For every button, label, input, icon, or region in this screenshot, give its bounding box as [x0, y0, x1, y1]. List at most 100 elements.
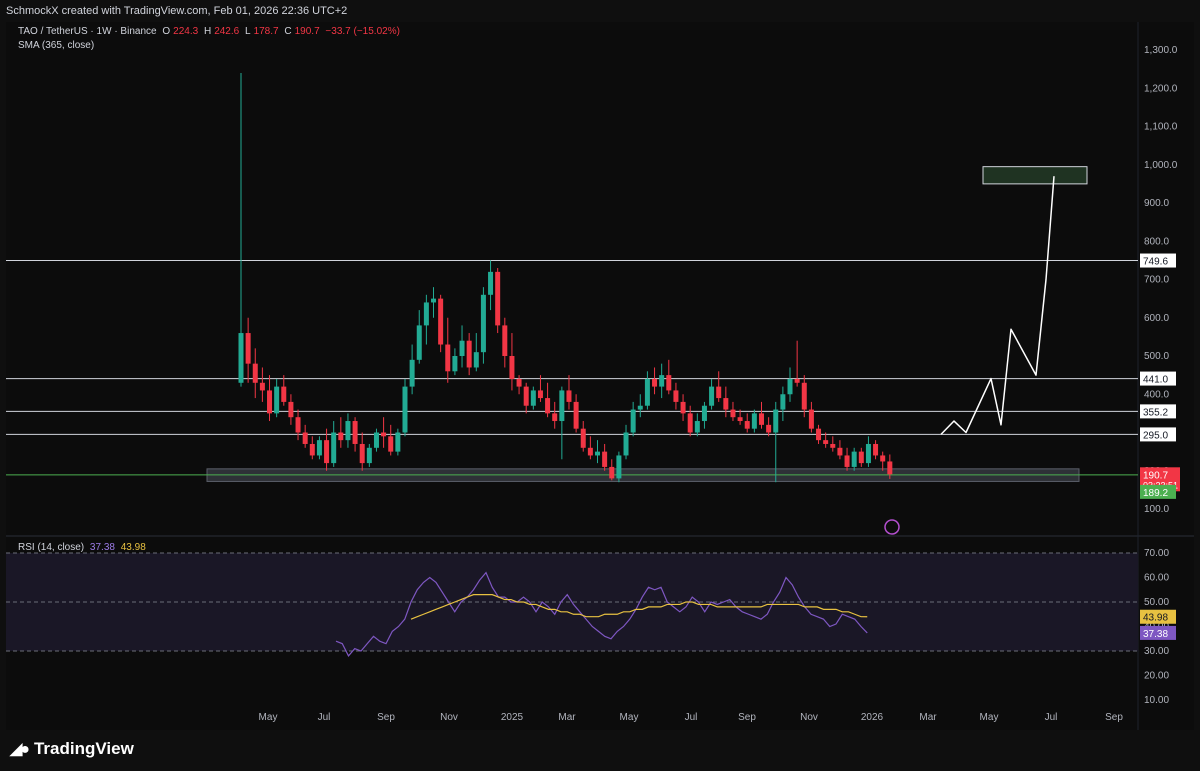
candle-body — [480, 294, 486, 353]
candle-body — [873, 443, 879, 456]
open-value: 224.3 — [173, 26, 199, 37]
candle-body — [794, 378, 800, 383]
rsi-legend: RSI (14, close) 37.38 43.98 — [18, 542, 149, 553]
candle-body — [423, 302, 429, 326]
candle-body — [431, 298, 437, 303]
symbol-name: TAO / TetherUS · 1W · Binance — [18, 26, 157, 37]
rsi-line — [335, 571, 868, 657]
candle-body — [545, 398, 551, 414]
candle-body — [366, 447, 372, 464]
candle-body — [267, 390, 273, 414]
candle-body — [844, 455, 850, 467]
price-axis-tick: 1,200.0 — [1144, 83, 1178, 94]
level-label-box — [1140, 253, 1176, 268]
candle-body — [316, 440, 322, 456]
candle-body — [687, 413, 693, 433]
lightning-icon — [884, 519, 900, 535]
time-axis-tick: Jul — [1045, 712, 1058, 723]
candle-body — [880, 455, 886, 462]
price-axis-tick: 1,300.0 — [1144, 45, 1178, 56]
price-axis-tick: 500.0 — [1144, 351, 1169, 362]
low-label: L — [245, 26, 251, 37]
candle-body — [816, 428, 822, 441]
candle-body — [709, 386, 715, 406]
tradingview-logo[interactable]: ◢● TradingView — [10, 739, 134, 759]
time-axis-tick: Sep — [1105, 712, 1123, 723]
level-label-box — [1140, 404, 1176, 419]
candle-body — [666, 375, 672, 391]
candle-body — [616, 455, 622, 479]
time-axis-tick: 2026 — [861, 712, 884, 723]
candle-body — [595, 451, 600, 456]
candle-body — [452, 356, 458, 372]
candle-body — [274, 386, 280, 414]
candle-body — [830, 443, 836, 448]
candle-body — [801, 382, 807, 410]
attribution-text: SchmockX created with TradingView.com, F… — [6, 5, 348, 17]
price-axis-tick: 900.0 — [1144, 198, 1169, 209]
candle-body — [559, 390, 565, 422]
price-axis-tick: 100.0 — [1144, 504, 1169, 515]
candle-body — [438, 298, 444, 345]
candle-body — [630, 409, 636, 433]
candle-body — [259, 382, 265, 391]
candle-body — [324, 440, 330, 464]
candle-body — [580, 428, 586, 448]
candle-body — [495, 271, 501, 326]
candle-body — [851, 451, 857, 467]
open-label: O — [162, 26, 171, 37]
candle-body — [858, 451, 864, 464]
rsi-legend-label: RSI (14, close) — [18, 542, 85, 553]
candle-body — [509, 356, 515, 379]
candle-body — [808, 409, 814, 429]
price-axis-tick: 1,100.0 — [1144, 122, 1178, 133]
chart-panel[interactable]: TAO / TetherUS · 1W · Binance O 224.3 H 24… — [6, 22, 1194, 730]
change-value: −33.7 (−15.02%) — [325, 26, 400, 37]
candle-body — [523, 386, 529, 406]
candle-body — [758, 413, 764, 425]
rsi-legend-value: 37.38 — [89, 542, 115, 553]
candle-body — [644, 378, 650, 406]
price-axis-tick: 600.0 — [1144, 313, 1169, 324]
time-axis-tick: May — [259, 712, 278, 723]
candle-body — [395, 432, 401, 452]
candle-body — [416, 325, 422, 360]
price-axis-tick: 700.0 — [1144, 275, 1169, 286]
rsi-axis-tick: 30.00 — [1144, 646, 1169, 657]
candle-body — [352, 421, 358, 444]
candle-body — [602, 451, 608, 467]
candle-body — [302, 432, 308, 444]
candle-body — [445, 344, 451, 372]
level-label: 749.6 — [1143, 257, 1168, 268]
candle-body — [751, 413, 757, 429]
candle-body — [573, 401, 579, 429]
candle-body — [887, 461, 893, 475]
candle-body — [552, 413, 558, 422]
candle-body — [587, 447, 593, 456]
candle-body — [730, 409, 736, 418]
candle-body — [238, 333, 244, 383]
rsi-axis-tick: 10.00 — [1144, 695, 1169, 706]
rsi-ma-line — [410, 594, 868, 620]
price-chart[interactable]: 1,300.0 1,200.0 1,100.0 1,000.0 900.0 800.0 70… — [6, 22, 1194, 730]
last-price-label: 190.7 — [1143, 470, 1168, 481]
time-axis-tick: Mar — [919, 712, 937, 723]
time-axis-tick: Sep — [738, 712, 756, 723]
candle-body — [281, 386, 287, 402]
rsi-label-box — [1140, 625, 1176, 640]
candle-body — [245, 333, 251, 364]
level-label: 355.2 — [1143, 407, 1168, 418]
sma-legend: SMA (365, close) — [18, 40, 95, 51]
candle-body — [766, 424, 772, 433]
support-label: 189.2 — [1143, 488, 1168, 499]
candle-body — [295, 417, 301, 433]
price-axis-tick: 800.0 — [1144, 236, 1169, 247]
projection-path — [940, 176, 1055, 435]
tradingview-logo-icon: ◢● — [10, 741, 30, 758]
candle-body — [694, 421, 700, 433]
candle-body — [787, 378, 793, 395]
level-label: 295.0 — [1143, 430, 1168, 441]
candle-body — [737, 417, 743, 422]
level-label-box — [1140, 427, 1176, 442]
time-axis-tick: May — [620, 712, 639, 723]
